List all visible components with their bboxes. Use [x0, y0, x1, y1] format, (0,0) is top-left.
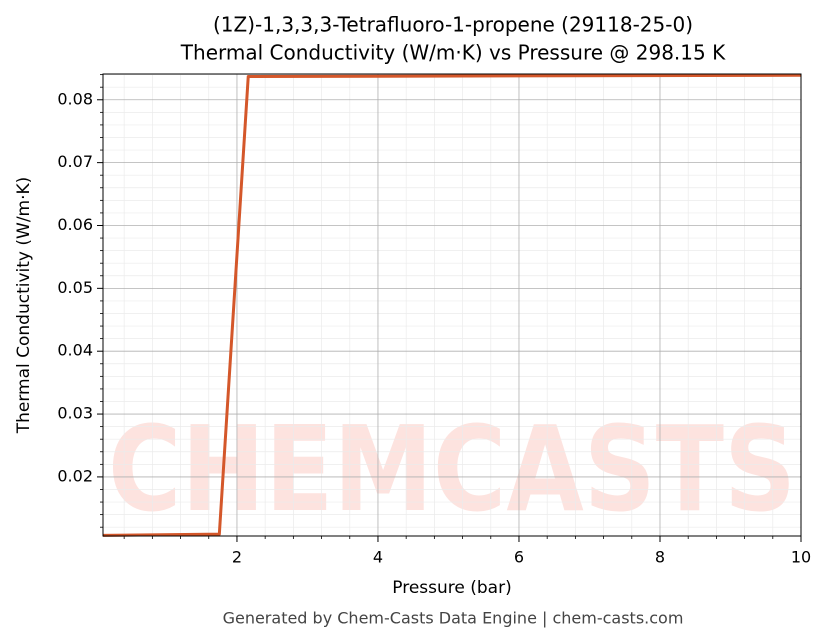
chart-title: Thermal Conductivity (W/m·K) vs Pressure…: [180, 41, 726, 65]
footer: Generated by Chem-Casts Data Engine | ch…: [223, 609, 684, 628]
plot-frame: [102, 73, 802, 537]
y-tick-label: 0.08: [57, 89, 93, 108]
x-tick-label: 10: [791, 548, 811, 567]
watermark: CHEMCASTS: [108, 400, 796, 538]
y-tick-label: 0.03: [57, 404, 93, 423]
y-tick-label: 0.02: [57, 466, 93, 485]
x-tick-label: 4: [373, 548, 383, 567]
y-tick-label: 0.07: [57, 152, 93, 171]
data-line: [102, 73, 802, 537]
y-tick-label: 0.06: [57, 215, 93, 234]
x-axis-label: Pressure (bar): [392, 578, 511, 598]
y-axis-label: Thermal Conductivity (W/m·K): [14, 177, 34, 435]
chart-title: (1Z)-1,3,3,3-Tetrafluoro-1-propene (2911…: [213, 13, 693, 37]
x-tick-label: 8: [655, 548, 665, 567]
y-tick-label: 0.04: [57, 341, 93, 360]
x-tick-label: 2: [232, 548, 242, 567]
y-tick-label: 0.05: [57, 278, 93, 297]
x-tick-label: 6: [514, 548, 524, 567]
